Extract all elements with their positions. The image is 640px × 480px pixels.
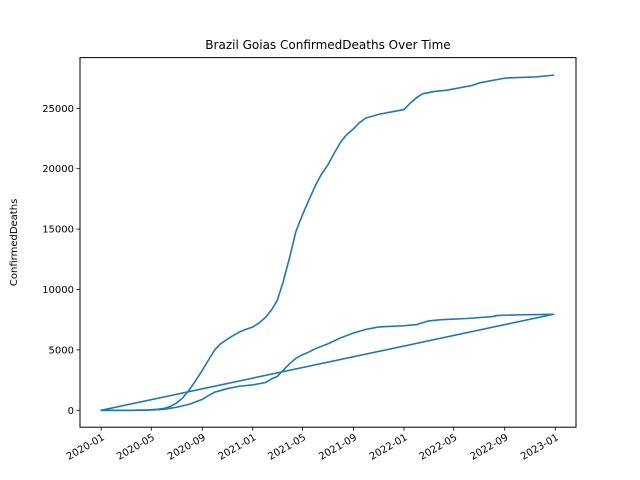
y-tick-label: 10000 [42,285,74,296]
y-tick-label: 0 [68,406,74,417]
plot-area-frame [79,57,577,428]
y-tick-label: 15000 [42,225,74,236]
series-layer [100,74,555,412]
series-line-2 [100,313,555,412]
y-axis-ticks: 0 5000 10000 15000 20000 25000 [42,104,80,417]
y-axis-label: ConfirmedDeaths [9,199,20,286]
series-line-1 [100,74,555,412]
y-tick-label: 5000 [49,345,74,356]
y-tick-label: 25000 [42,104,74,115]
chart-title: Brazil Goias ConfirmedDeaths Over Time [205,38,450,52]
y-tick-label: 20000 [42,164,74,175]
